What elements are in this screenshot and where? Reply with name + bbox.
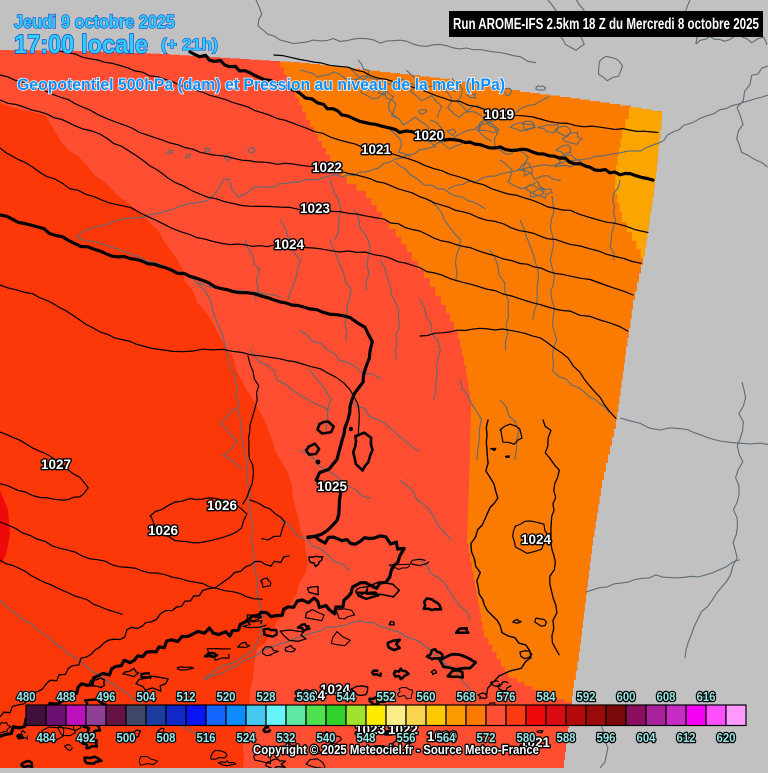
svg-text:540: 540 (317, 731, 336, 745)
svg-text:1025: 1025 (317, 479, 348, 494)
svg-text:604: 604 (637, 731, 656, 745)
svg-text:544: 544 (337, 690, 356, 704)
svg-text:1022: 1022 (312, 160, 342, 175)
svg-text:584: 584 (537, 690, 556, 704)
svg-text:1026: 1026 (207, 498, 238, 513)
svg-text:Geopotentiel 500hPa (dam) et P: Geopotentiel 500hPa (dam) et Pression au… (17, 76, 505, 94)
svg-text:500: 500 (117, 731, 136, 745)
svg-text:1021: 1021 (520, 735, 551, 750)
svg-text:596: 596 (597, 731, 616, 745)
svg-text:548: 548 (357, 731, 376, 745)
svg-text:552: 552 (377, 690, 396, 704)
svg-text:496: 496 (97, 690, 116, 704)
svg-text:1023: 1023 (300, 201, 331, 216)
svg-text:512: 512 (177, 690, 196, 704)
svg-text:Copyright © 2025 Meteociel.fr: Copyright © 2025 Meteociel.fr - Source M… (253, 743, 539, 757)
svg-text:536: 536 (297, 690, 316, 704)
svg-text:484: 484 (37, 731, 56, 745)
svg-text:1024: 1024 (521, 532, 552, 547)
svg-text:1021: 1021 (361, 142, 392, 157)
svg-text:524: 524 (237, 731, 256, 745)
svg-text:616: 616 (697, 690, 716, 704)
svg-text:600: 600 (617, 690, 636, 704)
svg-text:1024: 1024 (274, 237, 305, 252)
svg-text:612: 612 (677, 731, 696, 745)
svg-text:1024: 1024 (295, 688, 326, 703)
svg-text:Jeudi 9 octobre 2025: Jeudi 9 octobre 2025 (14, 12, 175, 32)
svg-text:504: 504 (137, 690, 156, 704)
svg-text:492: 492 (77, 731, 96, 745)
svg-text:1019: 1019 (484, 107, 514, 122)
svg-text:560: 560 (417, 690, 436, 704)
svg-text:1026: 1026 (148, 523, 179, 538)
svg-text:568: 568 (457, 690, 476, 704)
svg-text:572: 572 (477, 731, 496, 745)
svg-text:588: 588 (557, 731, 576, 745)
svg-text:564: 564 (437, 731, 456, 745)
svg-text:520: 520 (217, 690, 236, 704)
svg-text:620: 620 (717, 731, 736, 745)
svg-text:Run AROME-IFS 2.5km 18 Z du Me: Run AROME-IFS 2.5km 18 Z du Mercredi 8 o… (453, 16, 759, 33)
svg-text:(+ 21h): (+ 21h) (161, 35, 218, 54)
svg-text:480: 480 (17, 690, 36, 704)
svg-text:528: 528 (257, 690, 276, 704)
svg-text:1027: 1027 (41, 457, 71, 472)
svg-text:580: 580 (517, 731, 536, 745)
svg-text:508: 508 (157, 731, 176, 745)
svg-text:17:00 locale: 17:00 locale (14, 29, 148, 59)
svg-text:532: 532 (277, 731, 296, 745)
svg-text:576: 576 (497, 690, 516, 704)
svg-text:1020: 1020 (427, 729, 457, 744)
svg-text:608: 608 (657, 690, 676, 704)
svg-text:592: 592 (577, 690, 596, 704)
svg-text:488: 488 (57, 690, 76, 704)
svg-text:1024: 1024 (320, 682, 351, 697)
svg-text:1020: 1020 (414, 128, 444, 143)
svg-text:516: 516 (197, 731, 216, 745)
svg-text:556: 556 (397, 731, 416, 745)
